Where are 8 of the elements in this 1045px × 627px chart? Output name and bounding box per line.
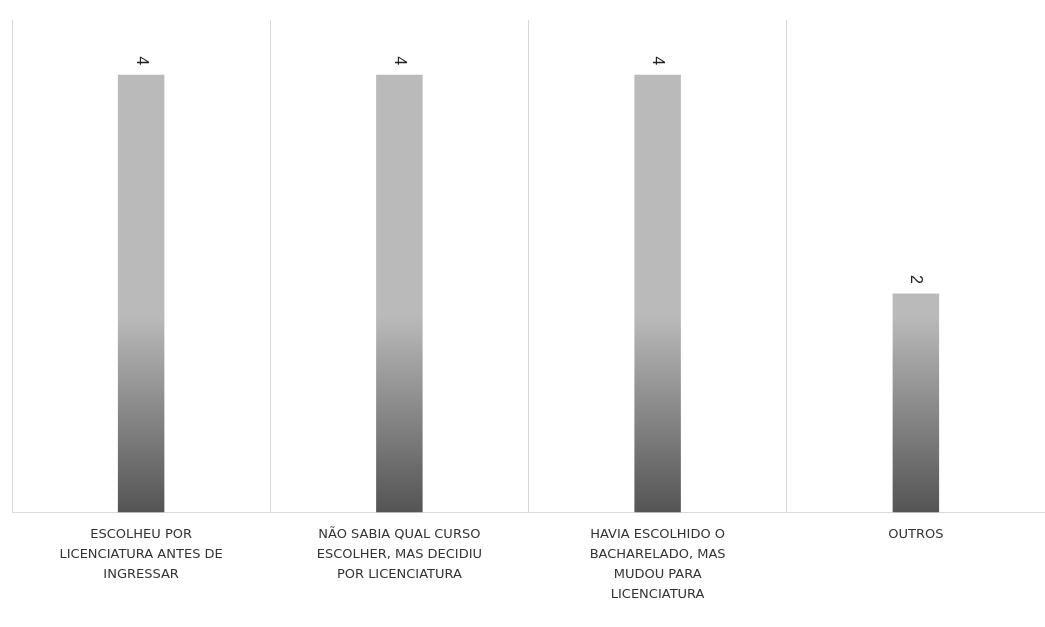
data-label: 2: [908, 275, 926, 285]
x-tick-label: NÃO SABIA QUAL CURSO ESCOLHER, MAS DECIDIU POR LICENCIATURA: [316, 525, 483, 582]
x-tick-label: ESCOLHEU POR LICENCIATURA ANTES DE INGRESSAR: [59, 525, 223, 582]
data-label: 4: [650, 56, 668, 66]
x-tick-label: OUTROS: [888, 525, 944, 541]
x-tick-label: HAVIA ESCOLHIDO O BACHARELADO, MAS MUDOU PARA LICENCIATURA: [589, 525, 726, 602]
data-label: 4: [133, 56, 151, 66]
data-label: 4: [391, 56, 409, 66]
